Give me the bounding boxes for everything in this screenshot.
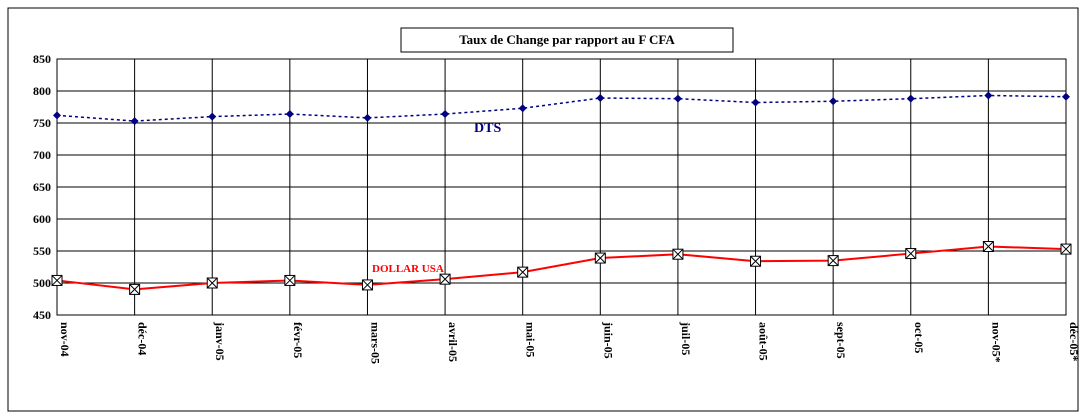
marker: [439, 273, 451, 285]
chart-title: Taux de Change par rapport au F CFA: [459, 32, 675, 47]
marker: [673, 94, 682, 103]
x-tick-label: févr-05: [291, 322, 305, 358]
x-tick-label: déc-04: [136, 322, 150, 355]
x-tick-label: mai-05: [524, 322, 538, 357]
marker-cross: [983, 241, 994, 252]
marker-cross: [439, 273, 451, 285]
marker: [672, 248, 684, 260]
marker-cross: [905, 248, 917, 259]
marker: [751, 98, 760, 107]
marker: [1062, 92, 1070, 101]
marker: [906, 94, 915, 103]
series-line: [56, 94, 1067, 122]
marker: [361, 279, 373, 291]
chart-frame: [7, 7, 1079, 412]
marker: [285, 110, 294, 119]
x-tick-label: déc-05*: [1067, 322, 1081, 361]
y-tick-label: 700: [33, 148, 51, 162]
y-tick-label: 600: [33, 212, 51, 226]
marker: [594, 252, 606, 264]
marker: [284, 274, 296, 286]
y-tick-label: 450: [33, 308, 51, 322]
x-tick-label: sept-05: [834, 322, 848, 359]
marker: [129, 283, 141, 295]
marker-cross: [594, 252, 606, 264]
marker: [51, 274, 63, 286]
x-tick-label: nov-05*: [989, 322, 1003, 363]
x-tick-label: août-05: [757, 322, 771, 361]
x-tick-label: nov-04: [58, 322, 72, 357]
marker-cross: [284, 275, 296, 286]
x-tick-label: mars-05: [368, 322, 382, 364]
series-label: DOLLAR USA: [372, 263, 444, 275]
marker: [53, 111, 61, 120]
x-tick-label: juin-05: [601, 321, 615, 359]
marker: [130, 117, 139, 126]
marker: [208, 112, 217, 121]
y-tick-label: 850: [33, 52, 51, 66]
y-tick-label: 550: [33, 244, 51, 258]
marker-cross: [206, 277, 218, 289]
marker: [829, 97, 838, 106]
y-tick-label: 750: [33, 116, 51, 130]
x-tick-label: juil-05: [679, 321, 693, 355]
marker-cross: [1060, 243, 1072, 255]
series-line: [56, 245, 1067, 291]
marker: [984, 91, 993, 100]
marker: [517, 266, 529, 278]
marker-cross: [517, 266, 529, 278]
marker-cross: [827, 255, 839, 266]
marker: [905, 248, 917, 260]
marker-cross: [51, 275, 63, 286]
marker: [827, 255, 839, 267]
x-tick-label: avril-05: [446, 322, 460, 362]
x-tick-label: oct-05: [912, 322, 926, 353]
marker-cross: [362, 279, 373, 291]
marker: [1060, 243, 1072, 255]
plot-border: [56, 58, 1067, 316]
x-tick-label: janv-05: [213, 321, 227, 361]
marker-cross: [750, 255, 761, 267]
title-box: [400, 27, 734, 53]
marker: [363, 113, 372, 122]
y-tick-label: 500: [33, 276, 51, 290]
y-tick-label: 800: [33, 84, 51, 98]
series-label: DTS: [474, 121, 501, 136]
marker-cross: [672, 248, 684, 260]
marker: [206, 277, 218, 289]
marker: [596, 94, 605, 103]
marker: [441, 110, 450, 119]
y-tick-label: 650: [33, 180, 51, 194]
marker: [518, 104, 527, 113]
marker: [982, 241, 994, 253]
marker-cross: [129, 284, 140, 295]
marker: [750, 255, 762, 267]
